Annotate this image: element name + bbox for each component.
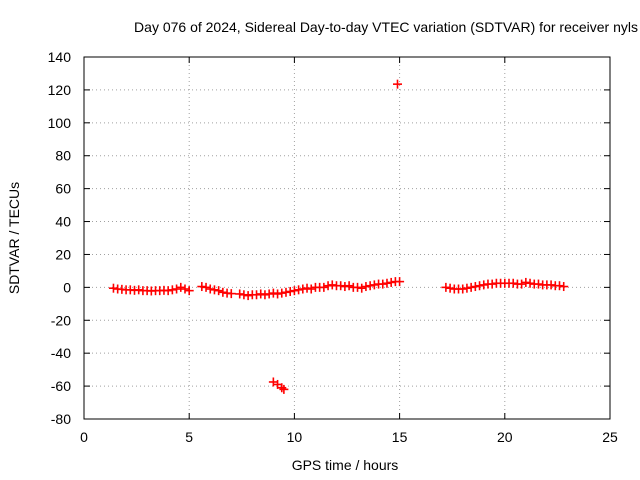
y-tick-label: 80 (55, 148, 71, 164)
data-point (533, 279, 543, 289)
data-point (260, 290, 270, 300)
data-point (323, 281, 333, 291)
data-point (243, 291, 253, 301)
data-point (306, 284, 316, 294)
data-point (273, 289, 283, 299)
x-tick-label: 25 (602, 429, 618, 445)
data-point (235, 289, 245, 299)
data-point (475, 281, 485, 291)
data-point (470, 282, 480, 292)
data-point (226, 289, 236, 299)
data-point (264, 289, 274, 299)
data-point (277, 383, 287, 393)
data-point (302, 283, 312, 293)
x-tick-label: 0 (80, 429, 88, 445)
data-point (176, 282, 186, 292)
axis-ticks (83, 56, 611, 420)
y-tick-labels: -80 -60 -40 -20 0 20 40 60 80 100 120 140 (48, 49, 72, 427)
x-axis-label: GPS time / hours (292, 457, 399, 473)
chart-title: Day 076 of 2024, Sidereal Day-to-day VTE… (134, 19, 638, 35)
data-point (555, 281, 565, 291)
y-tick-label: 100 (48, 115, 72, 131)
data-point (319, 282, 329, 292)
x-tick-labels: 0 5 10 15 20 25 (80, 429, 618, 445)
data-point (378, 279, 388, 289)
data-point (279, 384, 289, 394)
y-tick-label: 40 (55, 214, 71, 230)
data-point (108, 283, 118, 293)
data-point (214, 286, 224, 296)
y-tick-label: -60 (51, 378, 71, 394)
data-point (466, 282, 476, 292)
data-point (201, 282, 211, 292)
data-point (197, 282, 207, 292)
data-point (353, 282, 363, 292)
data-point (285, 286, 295, 296)
data-point (458, 284, 468, 294)
data-point (365, 281, 375, 291)
y-tick-label: -40 (51, 345, 71, 361)
x-tick-label: 10 (287, 429, 303, 445)
data-point (167, 285, 177, 295)
y-tick-label: 20 (55, 246, 71, 262)
data-point (163, 286, 173, 296)
data-points (108, 79, 569, 394)
x-tick-label: 15 (392, 429, 408, 445)
data-point (239, 290, 249, 300)
data-point (369, 280, 379, 290)
plot-frame (83, 56, 611, 420)
data-point (395, 277, 405, 287)
data-point (268, 288, 278, 298)
y-tick-label: 120 (48, 82, 72, 98)
data-point (445, 283, 455, 293)
data-point (559, 282, 569, 292)
data-point (521, 277, 531, 287)
data-point (252, 290, 262, 300)
y-tick-label: -80 (51, 411, 71, 427)
data-point (462, 283, 472, 293)
data-point (517, 279, 527, 289)
data-point (298, 284, 308, 294)
y-tick-label: 0 (63, 279, 71, 295)
grid-lines (84, 57, 610, 419)
data-point (336, 281, 346, 291)
data-point (281, 287, 291, 297)
data-point (487, 279, 497, 289)
data-point (386, 277, 396, 287)
data-point (327, 280, 337, 290)
data-point (344, 281, 354, 291)
data-point (205, 284, 215, 294)
y-axis-label: SDTVAR / TECUs (6, 182, 22, 294)
data-point (256, 289, 266, 299)
data-point (209, 285, 219, 295)
data-point (357, 283, 367, 293)
data-point (546, 280, 556, 290)
y-tick-label: 60 (55, 181, 71, 197)
data-point (289, 286, 299, 296)
data-point (218, 287, 228, 297)
data-point (479, 280, 489, 290)
y-tick-label: 140 (48, 49, 72, 65)
data-point (340, 282, 350, 292)
data-point (525, 278, 535, 288)
data-point (172, 284, 182, 294)
data-point (361, 282, 371, 292)
data-point (277, 288, 287, 298)
data-point (180, 284, 190, 294)
data-point (184, 286, 194, 296)
data-point (441, 282, 451, 292)
data-point (294, 285, 304, 295)
x-tick-label: 5 (185, 429, 193, 445)
data-point (392, 79, 402, 89)
data-point (508, 278, 518, 288)
data-point (382, 278, 392, 288)
data-point (134, 285, 144, 295)
x-tick-label: 20 (497, 429, 513, 445)
y-tick-label: -20 (51, 312, 71, 328)
